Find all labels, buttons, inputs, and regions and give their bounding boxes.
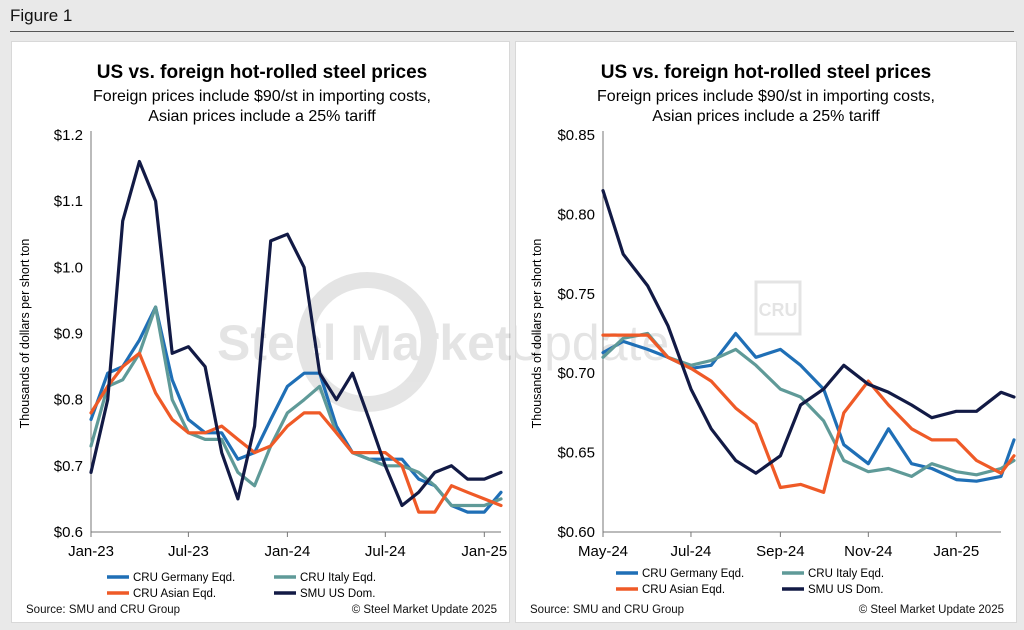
copyright-note: © Steel Market Update 2025 [351,604,497,616]
y-tick-label: $0.60 [557,524,595,541]
legend-label-asian: CRU Asian Eqd. [133,588,216,600]
chart-panel-right: Update CRU US vs. foreign hot-rolled steel… [515,41,1017,623]
chart-subtitle: Asian prices include a 25% tariff [652,108,880,125]
x-tick-label: May-24 [578,543,628,560]
x-tick-label: Jan-23 [68,543,114,560]
source-note: Source: SMU and CRU Group [530,604,685,616]
legend-label-us: SMU US Dom. [808,584,883,596]
y-tick-label: $0.80 [557,206,595,223]
svg-text:CRU: CRU [759,300,798,320]
series-line-asian [89,351,503,514]
figure-title: Figure 1 [10,6,73,25]
figure-divider [10,31,1014,32]
y-tick-label: $0.70 [557,365,595,382]
chart-subtitle: Asian prices include a 25% tariff [148,108,376,125]
y-axis-label: Thousands of dollars per short ton [18,239,32,429]
x-tick-label: Jul-24 [671,543,712,560]
x-tick-label: Jul-24 [365,543,406,560]
y-axis-label: Thousands of dollars per short ton [530,239,544,429]
legend-label-italy: CRU Italy Eqd. [300,572,376,584]
legend-label-us: SMU US Dom. [300,588,375,600]
y-tick-label: $0.8 [54,392,83,409]
y-tick-label: $0.7 [54,458,83,475]
chart-panel-left: Steel Market US vs. foreign hot-rolled st… [11,41,511,623]
x-tick-label: Jul-23 [168,543,209,560]
x-tick-label: Jan-25 [933,543,979,560]
y-tick-label: $0.65 [557,445,595,462]
chart-subtitle: Foreign prices include $90/st in importi… [597,88,935,105]
x-tick-label: Jan-24 [264,543,310,560]
svg-text:Update: Update [516,315,669,371]
svg-text:Steel Market: Steel Market [217,315,511,371]
copyright-note: © Steel Market Update 2025 [858,604,1004,616]
chart-subtitle: Foreign prices include $90/st in importi… [93,88,431,105]
y-tick-label: $0.6 [54,524,83,541]
chart-svg-recent-period: Update CRU US vs. foreign hot-rolled steel… [516,62,1016,596]
chart-title: US vs. foreign hot-rolled steel prices [97,62,427,83]
y-tick-label: $0.9 [54,326,83,343]
series-line-asian [601,333,1016,494]
y-tick-label: $1.2 [54,127,83,144]
y-tick-label: $1.0 [54,259,83,276]
legend-label-italy: CRU Italy Eqd. [808,568,884,580]
chart-svg-full-period: Steel Market US vs. foreign hot-rolled st… [18,62,511,600]
series-line-us [89,159,503,508]
series-line-us [601,189,1016,475]
x-tick-label: Sep-24 [756,543,804,560]
chart-title: US vs. foreign hot-rolled steel prices [601,62,931,83]
watermark: Steel Market [217,272,511,412]
y-tick-label: $0.75 [557,286,595,303]
legend-label-asian: CRU Asian Eqd. [642,584,725,596]
x-tick-label: Jan-25 [461,543,507,560]
series-line-italy [89,305,503,508]
source-note: Source: SMU and CRU Group [26,604,181,616]
y-tick-label: $1.1 [54,193,83,210]
x-tick-label: Nov-24 [844,543,892,560]
y-tick-label: $0.85 [557,127,595,144]
legend-label-germany: CRU Germany Eqd. [133,572,235,584]
watermark: Update CRU [516,280,802,371]
legend-label-germany: CRU Germany Eqd. [642,568,744,580]
